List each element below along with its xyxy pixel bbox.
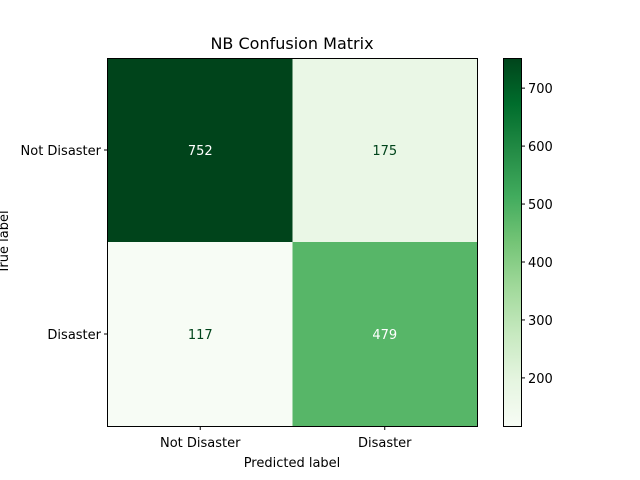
x-tick-label: Disaster <box>358 436 412 451</box>
colorbar-tick-label: 400 <box>528 256 553 271</box>
colorbar-tick-label: 500 <box>528 198 553 213</box>
matrix-cell <box>108 58 293 243</box>
colorbar-frame <box>503 58 522 427</box>
colorbar-ticks: 200 300 400 500 600 700 <box>521 82 553 387</box>
matrix-cell <box>292 58 478 243</box>
colorbar-tick-label: 300 <box>528 314 553 329</box>
cell-value-label: 479 <box>372 328 397 343</box>
x-axis-ticks: Not Disaster Disaster <box>160 426 412 451</box>
cell-value-label: 117 <box>188 328 213 343</box>
chart-title: NB Confusion Matrix <box>210 34 373 53</box>
colorbar <box>503 58 521 426</box>
matrix-cell <box>292 242 478 427</box>
y-axis-label: True label <box>0 210 12 274</box>
matrix-cell <box>108 242 293 427</box>
y-axis-ticks: Not Disaster Disaster <box>21 144 108 343</box>
cell-value-label: 175 <box>372 144 397 159</box>
plot-frame <box>107 58 478 427</box>
cell-value-label: 752 <box>188 144 213 159</box>
x-tick-label: Not Disaster <box>160 436 241 451</box>
y-tick-label: Not Disaster <box>21 144 102 159</box>
colorbar-tick-label: 700 <box>528 82 553 97</box>
matrix-cells: 752 175 117 479 <box>108 58 478 427</box>
y-tick-label: Disaster <box>47 328 101 343</box>
x-axis-label: Predicted label <box>244 456 341 471</box>
colorbar-tick-label: 600 <box>528 140 553 155</box>
colorbar-tick-label: 200 <box>528 372 553 387</box>
